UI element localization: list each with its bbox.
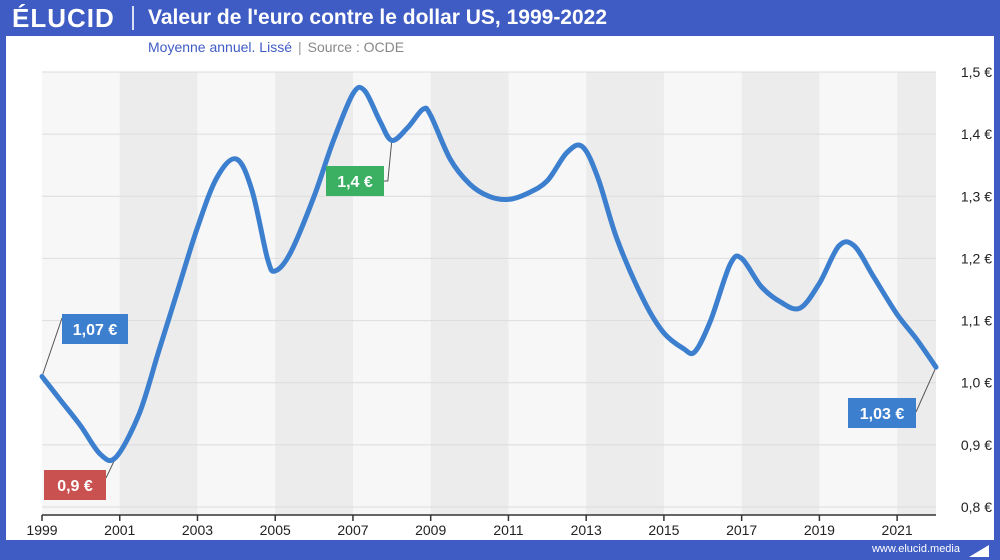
annotation-leader xyxy=(41,317,63,377)
chart-source: Source : OCDE xyxy=(307,39,405,55)
y-tick-label: 1,3 € xyxy=(961,188,992,204)
annotation-leader xyxy=(384,140,393,182)
y-tick-label: 1,5 € xyxy=(961,64,992,80)
line-chart: 1999 2001 2003 2005 2007 2009 2011 2013 2015 2017… xyxy=(26,64,992,538)
annotation-leader xyxy=(915,366,937,413)
chart-subtitle-line: Moyenne annuel. Lissé | Source : OCDE xyxy=(148,39,404,55)
annotation-label: 1,03 € xyxy=(860,406,905,423)
x-tick-label: 2015 xyxy=(648,522,679,538)
x-tick-label: 2003 xyxy=(182,522,213,538)
year-bands xyxy=(42,72,936,515)
x-tick-label: 2011 xyxy=(493,522,523,538)
annotation-label: 1,07 € xyxy=(73,322,118,339)
x-tick-label: 2017 xyxy=(726,522,757,538)
brand-logo: ÉLUCID xyxy=(12,3,115,33)
x-tick-label: 2019 xyxy=(804,522,835,538)
x-tick-label: 2001 xyxy=(104,522,135,538)
chart-title: Valeur de l'euro contre le dollar US, 19… xyxy=(148,6,608,29)
frame-left-border xyxy=(0,36,6,540)
grid-lines xyxy=(42,71,936,516)
year-band xyxy=(741,72,820,515)
x-tick-label: 2009 xyxy=(415,522,446,538)
footer-bar: www.elucid.media xyxy=(0,540,1000,560)
header-separator xyxy=(132,6,134,30)
y-tick-label: 0,9 € xyxy=(961,437,992,453)
frame-right-border xyxy=(994,36,1000,540)
annotation-box xyxy=(848,398,916,428)
series-line xyxy=(39,84,939,464)
subtitle-divider: | xyxy=(298,39,302,55)
annotation-label: 0,9 € xyxy=(57,478,93,495)
x-tick-label: 2021 xyxy=(882,522,913,538)
x-tick-label: 1999 xyxy=(26,522,57,538)
y-tick-label: 0,8 € xyxy=(961,499,992,515)
annotation-label: 1,4 € xyxy=(337,174,373,191)
annotation-box xyxy=(62,314,128,344)
year-band xyxy=(586,72,664,515)
year-band xyxy=(897,72,936,515)
chart-subtitle: Moyenne annuel. Lissé xyxy=(148,39,292,55)
x-axis-ticks: 1999 2001 2003 2005 2007 2009 2011 2013 2015 2017… xyxy=(26,515,913,538)
annotations: 1,07 € 0,9 € 1,4 € 1,03 € xyxy=(44,166,916,500)
y-axis-ticks: 1,5 € 1,4 € 1,3 € 1,2 € 1,1 € 1,0 € 0,9 € 0,8 € xyxy=(961,64,992,515)
x-tick-label: 2013 xyxy=(571,522,602,538)
website-link[interactable]: www.elucid.media xyxy=(871,543,960,555)
y-tick-label: 1,0 € xyxy=(961,375,992,391)
x-tick-label: 2005 xyxy=(260,522,291,538)
header-bar: ÉLUCID Valeur de l'euro contre le dollar… xyxy=(0,0,1000,36)
year-band xyxy=(275,72,353,515)
y-tick-label: 1,4 € xyxy=(961,126,992,142)
x-tick-label: 2007 xyxy=(337,522,368,538)
year-band xyxy=(119,72,198,515)
annotation-box xyxy=(44,470,106,500)
brand-arrow-icon xyxy=(969,545,989,557)
y-tick-label: 1,2 € xyxy=(961,250,992,266)
annotation-box xyxy=(326,166,384,196)
y-tick-label: 1,1 € xyxy=(961,313,992,329)
